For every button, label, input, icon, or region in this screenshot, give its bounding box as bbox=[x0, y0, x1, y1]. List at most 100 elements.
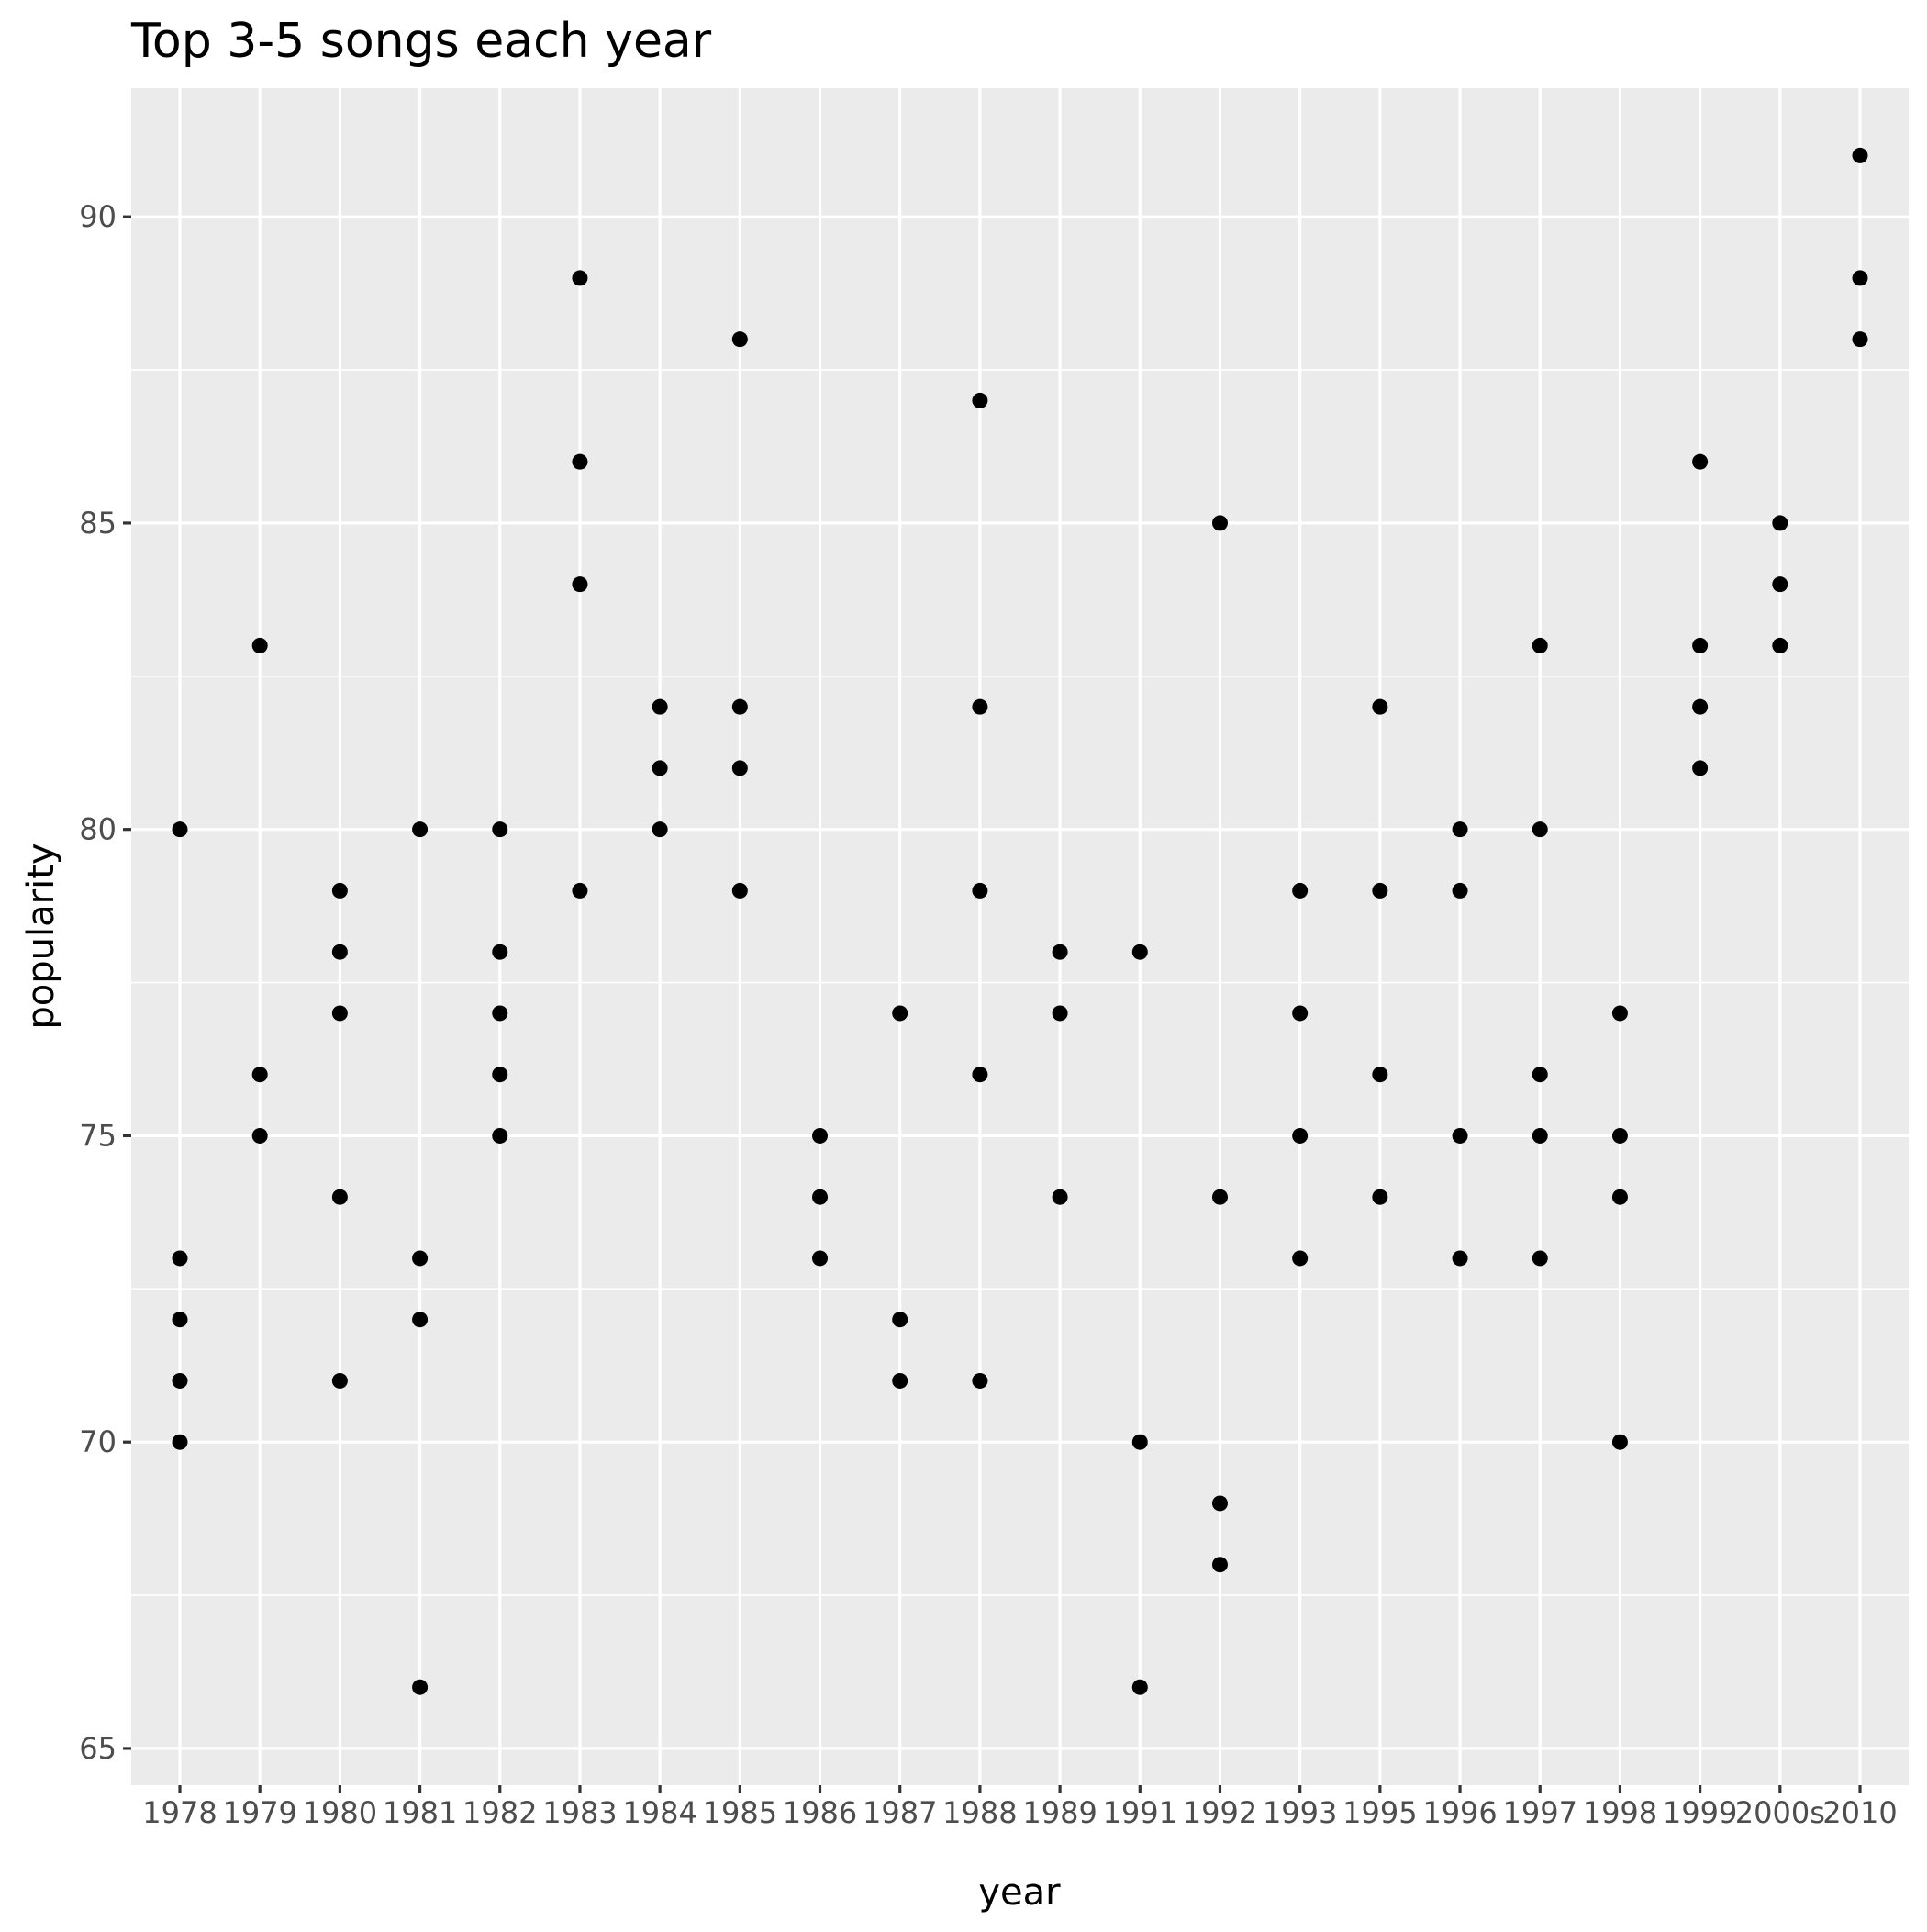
data-point bbox=[1372, 1067, 1388, 1083]
data-point bbox=[1772, 637, 1788, 653]
data-point bbox=[1372, 1189, 1388, 1205]
x-tick-label: 1995 bbox=[1342, 1795, 1417, 1830]
data-point bbox=[812, 1127, 829, 1144]
data-point bbox=[972, 392, 988, 408]
data-point bbox=[1611, 1127, 1628, 1144]
data-point bbox=[1772, 576, 1788, 593]
data-point bbox=[251, 1127, 268, 1144]
data-point bbox=[1532, 1250, 1548, 1267]
x-tick-label: 1996 bbox=[1422, 1795, 1497, 1830]
data-point bbox=[172, 1250, 188, 1267]
data-point bbox=[1292, 882, 1309, 899]
data-point bbox=[731, 698, 748, 715]
data-point bbox=[172, 821, 188, 838]
y-tick-label: 75 bbox=[79, 1118, 117, 1153]
data-point bbox=[652, 698, 668, 715]
data-point bbox=[1372, 698, 1388, 715]
data-point bbox=[331, 882, 348, 899]
data-point bbox=[492, 1005, 508, 1022]
x-tick-label: 1983 bbox=[542, 1795, 617, 1830]
data-point bbox=[492, 1067, 508, 1083]
y-tick-label: 70 bbox=[79, 1424, 117, 1459]
data-point bbox=[1692, 698, 1709, 715]
data-point bbox=[892, 1372, 908, 1389]
x-tick-label: 1993 bbox=[1263, 1795, 1337, 1830]
x-tick-label: 1991 bbox=[1103, 1795, 1177, 1830]
data-points bbox=[172, 147, 1868, 1695]
x-tick-label: 1979 bbox=[222, 1795, 296, 1830]
data-point bbox=[331, 1005, 348, 1022]
data-point bbox=[1452, 1127, 1468, 1144]
data-point bbox=[1052, 1189, 1068, 1205]
data-point bbox=[412, 1679, 429, 1695]
data-point bbox=[731, 331, 748, 348]
data-point bbox=[731, 882, 748, 899]
data-point bbox=[1692, 453, 1709, 470]
data-point bbox=[492, 944, 508, 960]
data-point bbox=[812, 1250, 829, 1267]
data-point bbox=[1611, 1434, 1628, 1450]
data-point bbox=[1532, 1067, 1548, 1083]
data-point bbox=[1131, 1679, 1148, 1695]
gridlines bbox=[131, 88, 1909, 1785]
data-point bbox=[251, 637, 268, 653]
plot-panel bbox=[131, 88, 1909, 1785]
data-point bbox=[1852, 147, 1868, 163]
x-tick-label: 1984 bbox=[622, 1795, 696, 1830]
data-point bbox=[1852, 331, 1868, 348]
x-tick-label: 1989 bbox=[1022, 1795, 1097, 1830]
x-tick-label: 1980 bbox=[303, 1795, 377, 1830]
x-tick-label: 2010 bbox=[1822, 1795, 1897, 1830]
data-point bbox=[1211, 1557, 1228, 1573]
data-point bbox=[812, 1189, 829, 1205]
data-point bbox=[331, 1372, 348, 1389]
data-point bbox=[1131, 1434, 1148, 1450]
data-point bbox=[1292, 1005, 1309, 1022]
data-point bbox=[412, 1312, 429, 1328]
data-point bbox=[1052, 944, 1068, 960]
data-point bbox=[572, 270, 588, 286]
x-tick-label: 1986 bbox=[783, 1795, 857, 1830]
data-point bbox=[1611, 1189, 1628, 1205]
y-tick-label: 90 bbox=[79, 199, 117, 234]
data-point bbox=[972, 698, 988, 715]
y-tick-label: 85 bbox=[79, 506, 117, 541]
data-point bbox=[892, 1005, 908, 1022]
x-tick-label: 1985 bbox=[703, 1795, 777, 1830]
y-tick-label: 80 bbox=[79, 812, 117, 847]
data-point bbox=[1372, 882, 1388, 899]
data-point bbox=[1692, 760, 1709, 776]
x-tick-label: 1999 bbox=[1663, 1795, 1737, 1830]
x-tick-label: 2000s bbox=[1735, 1795, 1825, 1830]
data-point bbox=[572, 576, 588, 593]
data-point bbox=[1131, 944, 1148, 960]
data-point bbox=[1452, 1250, 1468, 1267]
data-point bbox=[1532, 821, 1548, 838]
data-point bbox=[1852, 270, 1868, 286]
x-tick-label: 1981 bbox=[383, 1795, 457, 1830]
data-point bbox=[731, 760, 748, 776]
data-point bbox=[572, 882, 588, 899]
data-point bbox=[892, 1312, 908, 1328]
data-point bbox=[1052, 1005, 1068, 1022]
data-point bbox=[1292, 1127, 1309, 1144]
data-point bbox=[492, 821, 508, 838]
data-point bbox=[652, 821, 668, 838]
data-point bbox=[172, 1312, 188, 1328]
data-point bbox=[1772, 515, 1788, 531]
data-point bbox=[251, 1067, 268, 1083]
data-point bbox=[1211, 515, 1228, 531]
x-axis-title: year bbox=[978, 1871, 1061, 1914]
axes: 65 70 75 80 85 90 1978 1979 1980 1981 1982 1983 1984… bbox=[79, 199, 1897, 1830]
x-tick-label: 1982 bbox=[462, 1795, 537, 1830]
x-tick-label: 1987 bbox=[863, 1795, 937, 1830]
data-point bbox=[331, 944, 348, 960]
data-point bbox=[1611, 1005, 1628, 1022]
x-tick-label: 1997 bbox=[1503, 1795, 1577, 1830]
x-tick-label: 1998 bbox=[1583, 1795, 1657, 1830]
data-point bbox=[972, 1067, 988, 1083]
x-tick-label: 1988 bbox=[942, 1795, 1017, 1830]
y-axis-title: popularity bbox=[20, 843, 62, 1029]
